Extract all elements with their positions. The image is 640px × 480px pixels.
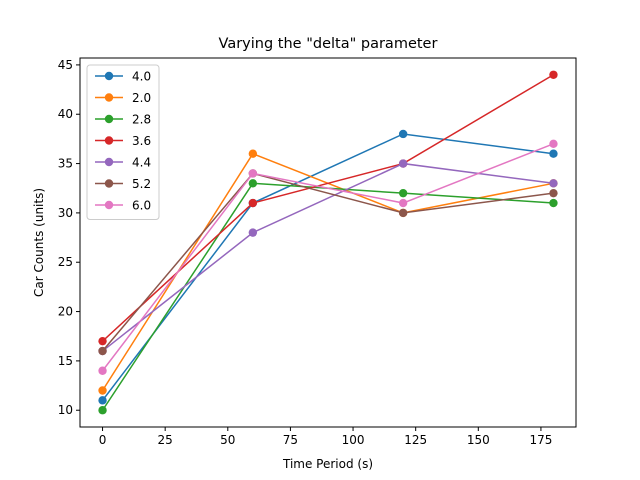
data-point <box>248 149 258 158</box>
legend-label: 5.2 <box>132 177 151 191</box>
data-point <box>248 198 258 208</box>
data-point <box>549 139 558 149</box>
series-0 <box>98 129 558 405</box>
data-point <box>98 386 107 395</box>
data-point <box>398 129 408 139</box>
legend-frame <box>86 64 160 220</box>
chart-title: Varying the "delta" parameter <box>219 36 438 52</box>
x-tick-label: 175 <box>529 433 552 447</box>
legend-swatch-marker <box>104 157 114 167</box>
data-point <box>398 198 408 208</box>
x-tick-label: 75 <box>283 433 298 447</box>
legend-swatch-marker <box>104 93 114 102</box>
legend-entry: 2.8 <box>95 113 151 127</box>
legend-label: 4.4 <box>132 156 151 170</box>
y-tick-label: 10 <box>58 403 73 417</box>
y-axis-label: Car Counts (units) <box>32 188 46 297</box>
legend-entry: 4.0 <box>95 70 151 84</box>
series-line <box>101 133 554 401</box>
legend-swatch-marker <box>104 71 114 81</box>
legend-label: 2.0 <box>132 91 151 105</box>
y-tick-label: 40 <box>58 107 73 121</box>
data-point <box>98 346 107 356</box>
data-point <box>398 208 408 218</box>
data-point <box>98 396 107 405</box>
legend: 4.0 2.0 2.8 3.6 4.4 5.2 6.0 <box>86 64 160 220</box>
legend-label: 4.0 <box>132 70 151 84</box>
data-point <box>248 228 258 237</box>
data-point <box>398 159 408 168</box>
legend-label: 2.8 <box>132 113 151 127</box>
y-tick-label: 30 <box>58 206 73 220</box>
legend-swatch-marker <box>104 200 114 210</box>
x-axis-ticks: 0 25 50 75 100 125 150 175 <box>99 427 552 447</box>
legend-entry: 5.2 <box>95 177 151 191</box>
data-point <box>248 179 258 188</box>
y-tick-label: 15 <box>58 354 73 368</box>
series-line <box>101 143 554 372</box>
y-tick-label: 45 <box>58 58 73 72</box>
data-point <box>549 149 558 158</box>
x-tick-label: 25 <box>158 433 173 447</box>
y-tick-label: 35 <box>58 157 73 171</box>
x-tick-label: 100 <box>342 433 365 447</box>
y-axis-ticks: 10 15 20 25 30 35 40 45 <box>58 58 80 417</box>
legend-swatch-marker <box>104 179 114 188</box>
series-6 <box>98 139 558 375</box>
legend-swatch-marker <box>104 114 114 124</box>
plot-frame <box>79 57 577 428</box>
data-point <box>398 188 408 198</box>
legend-entry: 2.0 <box>95 91 151 105</box>
x-tick-label: 150 <box>467 433 490 447</box>
legend-swatch-marker <box>104 136 114 145</box>
legend-label: 3.6 <box>132 134 151 148</box>
x-axis-label: Time Period (s) <box>282 457 373 471</box>
legend-entry: 3.6 <box>95 134 151 148</box>
legend-entry: 6.0 <box>95 199 151 213</box>
legend-entry: 4.4 <box>95 156 151 170</box>
data-point <box>248 169 258 178</box>
plot-marks <box>98 70 558 415</box>
x-tick-label: 125 <box>404 433 427 447</box>
data-point <box>98 336 107 346</box>
data-point <box>98 366 107 375</box>
x-tick-label: 50 <box>220 433 235 447</box>
data-point <box>98 406 107 415</box>
data-point <box>549 198 558 208</box>
series-line <box>101 172 554 352</box>
data-point <box>549 188 558 198</box>
y-tick-label: 20 <box>58 305 73 319</box>
legend-label: 6.0 <box>132 199 151 213</box>
data-point <box>549 179 558 188</box>
x-tick-label: 0 <box>99 433 107 447</box>
data-point <box>549 70 558 79</box>
y-tick-label: 25 <box>58 255 73 269</box>
